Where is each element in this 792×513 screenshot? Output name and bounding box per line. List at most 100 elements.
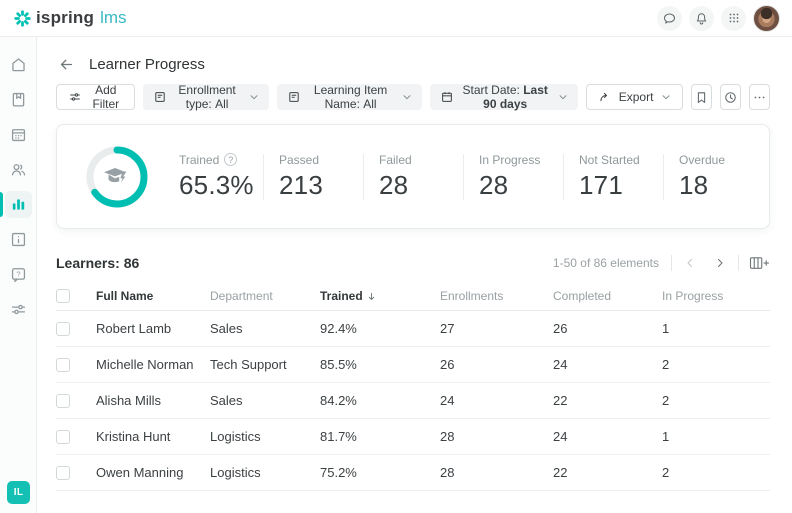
stat-value: 171 [579, 169, 623, 200]
cell-completed: 24 [553, 357, 568, 372]
cell-completed: 24 [553, 429, 568, 444]
cell-trained: 81.7% [320, 429, 357, 444]
export-label: Export [618, 90, 654, 104]
bell-icon [694, 11, 709, 26]
more-options-button[interactable] [749, 84, 770, 110]
export-icon [598, 90, 612, 104]
cell-trained: 75.2% [320, 465, 357, 480]
trained-donut-chart [84, 144, 150, 210]
workspace-badge[interactable]: IL [7, 481, 30, 504]
stat-value: 18 [679, 169, 709, 200]
filter-label: Start Date: [462, 83, 520, 97]
prev-page-button[interactable] [678, 253, 702, 273]
divider [263, 153, 264, 200]
learners-count-title: Learners: 86 [56, 255, 140, 271]
brand-name: ispring [36, 8, 95, 27]
table-row[interactable]: Robert Lamb Sales 92.4% 27 26 1 [56, 311, 770, 347]
stat-label: Not Started [579, 152, 640, 167]
add-columns-button[interactable] [745, 255, 770, 271]
cell-trained: 85.5% [320, 357, 357, 372]
apps-button[interactable] [721, 5, 746, 31]
sort-desc-icon [366, 291, 377, 302]
cell-full-name: Alisha Mills [96, 393, 162, 408]
row-checkbox[interactable] [56, 321, 70, 336]
chevron-left-icon [684, 257, 696, 269]
divider [363, 153, 364, 200]
cell-enrollments: 27 [440, 321, 455, 336]
column-header-in-progress[interactable]: In Progress [662, 289, 724, 303]
home-icon [5, 51, 32, 78]
start-date-filter[interactable]: Start Date: Last 90 days [429, 83, 578, 111]
sidebar-item-courses[interactable] [0, 82, 37, 117]
sidebar-item-home[interactable] [0, 47, 37, 82]
chat-button[interactable] [657, 5, 682, 31]
add-filter-button[interactable]: Add Filter [56, 83, 135, 111]
stat-value: 28 [479, 169, 509, 200]
column-header-trained[interactable]: Trained [320, 289, 440, 303]
divider [663, 153, 664, 200]
notifications-button[interactable] [689, 5, 714, 31]
info-board-icon [5, 226, 32, 253]
enrollment-type-filter[interactable]: Enrollment type: All [142, 83, 269, 111]
user-avatar[interactable] [753, 4, 780, 32]
brand-logo[interactable]: ispring lms [14, 8, 127, 28]
row-checkbox[interactable] [56, 357, 70, 372]
bar-chart-icon [4, 191, 32, 218]
sidebar: ? IL [0, 37, 37, 513]
sidebar-item-info-board[interactable] [0, 222, 37, 257]
table-row[interactable]: Kristina Hunt Logistics 81.7% 28 24 1 [56, 419, 770, 455]
cell-completed: 22 [553, 393, 568, 408]
export-button[interactable]: Export [585, 84, 684, 110]
sidebar-item-reports[interactable] [0, 187, 37, 222]
clock-icon [723, 90, 738, 105]
saved-reports-button[interactable] [691, 84, 713, 110]
next-page-button[interactable] [708, 253, 732, 273]
stat-failed: Failed 28 [364, 153, 463, 201]
sliders-icon [5, 296, 32, 323]
filter-label: Enrollment type: [178, 83, 236, 111]
stat-label: Passed [279, 152, 320, 167]
cell-full-name: Robert Lamb [96, 321, 172, 336]
cell-enrollments: 24 [440, 393, 455, 408]
cell-full-name: Michelle Norman [96, 357, 194, 372]
chevron-down-icon [249, 92, 259, 102]
cell-in-progress: 2 [662, 393, 670, 408]
stat-passed: Passed 213 [264, 153, 363, 201]
sidebar-item-help[interactable]: ? [0, 257, 37, 292]
divider [563, 153, 564, 200]
schedule-button[interactable] [720, 84, 742, 110]
sidebar-item-settings[interactable] [0, 292, 37, 327]
cell-department: Sales [210, 393, 243, 408]
pagination-range: 1-50 of 86 elements [552, 256, 659, 270]
cell-full-name: Kristina Hunt [96, 429, 171, 444]
back-button[interactable] [56, 54, 77, 75]
divider [671, 255, 672, 271]
column-header-completed[interactable]: Completed [553, 289, 612, 303]
cell-in-progress: 2 [662, 465, 670, 480]
table-row[interactable]: Owen Manning Logistics 75.2% 28 22 2 [56, 455, 770, 491]
help-circle-icon[interactable]: ? [224, 153, 238, 166]
chevron-down-icon [402, 92, 412, 102]
stat-label: Trained [179, 152, 220, 167]
apps-grid-icon [727, 11, 741, 25]
column-header-full-name[interactable]: Full Name [96, 289, 154, 303]
row-checkbox[interactable] [56, 465, 70, 480]
row-checkbox[interactable] [56, 429, 70, 444]
sidebar-item-calendar[interactable] [0, 117, 37, 152]
cell-enrollments: 28 [440, 465, 455, 480]
chevron-down-icon [558, 92, 568, 102]
divider [738, 255, 739, 271]
filter-value: Last 90 days [483, 83, 548, 111]
stat-value: 65.3% [179, 169, 254, 200]
column-header-enrollments[interactable]: Enrollments [440, 289, 504, 303]
table-row[interactable]: Alisha Mills Sales 84.2% 24 22 2 [56, 383, 770, 419]
cell-in-progress: 1 [662, 429, 670, 444]
column-header-department[interactable]: Department [210, 289, 273, 303]
table-row[interactable]: Michelle Norman Tech Support 85.5% 26 24… [56, 347, 770, 383]
learning-item-name-filter[interactable]: Learning Item Name: All [276, 83, 422, 111]
stat-value: 213 [279, 169, 323, 200]
row-checkbox[interactable] [56, 393, 70, 408]
select-all-checkbox[interactable] [56, 289, 70, 303]
sidebar-item-users[interactable] [0, 152, 37, 187]
stat-label: In Progress [479, 152, 541, 167]
